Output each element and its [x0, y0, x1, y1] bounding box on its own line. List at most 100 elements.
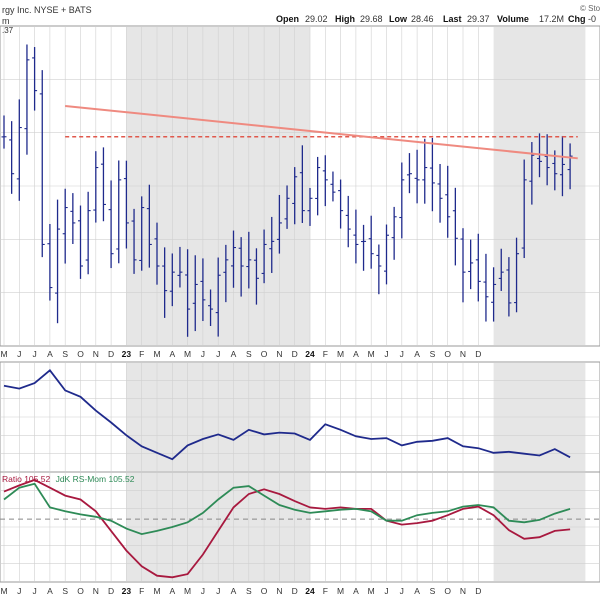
- price-bar: [85, 191, 91, 275]
- price-bar: [70, 193, 76, 245]
- price-bar: [139, 196, 145, 271]
- price-bar: [131, 208, 137, 274]
- price-bar: [123, 160, 129, 249]
- month-tick-label: F: [323, 349, 328, 359]
- price-bar: [223, 244, 229, 303]
- month-tick-label: J: [400, 586, 404, 596]
- price-bar: [445, 165, 451, 238]
- month-tick-label: N: [276, 349, 282, 359]
- month-tick-label: J: [201, 349, 205, 359]
- price-bar: [391, 206, 397, 260]
- month-tick-label: J: [384, 586, 388, 596]
- month-tick-label: A: [169, 349, 175, 359]
- price-bar: [154, 222, 160, 285]
- rs-ratio-line: [3, 478, 571, 579]
- rs-momentum-line: [3, 482, 571, 536]
- price-bar: [292, 167, 298, 225]
- month-tick-label: S: [246, 349, 252, 359]
- month-tick-label: D: [475, 349, 481, 359]
- month-tick-label: 24: [305, 586, 315, 596]
- ticker-title: rgy Inc. NYSE + BATS: [2, 5, 92, 15]
- price-bar: [322, 155, 328, 207]
- price-bar: [169, 253, 175, 307]
- month-tick-label: J: [400, 349, 404, 359]
- price-bar: [1, 115, 7, 149]
- month-tick-label: M: [368, 586, 375, 596]
- month-tick-label: A: [169, 586, 175, 596]
- month-tick-label: A: [353, 586, 359, 596]
- month-tick-label: M: [184, 349, 191, 359]
- price-bar: [483, 253, 489, 322]
- price-bar: [93, 151, 99, 223]
- price-bar: [177, 246, 183, 288]
- price-bar: [185, 249, 191, 337]
- month-tick-label: J: [32, 349, 36, 359]
- month-tick-label: A: [231, 349, 237, 359]
- month-tick-label: J: [384, 349, 388, 359]
- rrg-legend: Ratio 105.52 JdK RS-Mom 105.52: [2, 474, 135, 484]
- month-tick-label: S: [246, 586, 252, 596]
- price-bar: [361, 224, 367, 271]
- price-bar: [192, 255, 198, 332]
- month-tick-label: J: [32, 586, 36, 596]
- relative-strength-panel: [0, 361, 600, 473]
- price-bar: [422, 138, 428, 204]
- legend-momentum: JdK RS-Mom 105.52: [56, 474, 135, 484]
- price-bar: [376, 244, 382, 295]
- price-bar: [460, 228, 466, 303]
- month-tick-label: 23: [122, 586, 132, 596]
- price-bar: [9, 121, 15, 194]
- price-bar: [498, 248, 504, 291]
- price-bar: [78, 205, 83, 279]
- month-tick-label: O: [77, 349, 84, 359]
- month-tick-label: J: [17, 586, 21, 596]
- month-tick-label: D: [108, 586, 114, 596]
- price-bar: [353, 209, 359, 264]
- month-tick-label: A: [414, 349, 420, 359]
- chg-label: Chg: [568, 14, 586, 24]
- price-bar: [429, 137, 435, 212]
- price-bar: [491, 267, 497, 322]
- month-tick-label: 23: [122, 349, 132, 359]
- price-bar: [330, 171, 336, 202]
- price-bar: [231, 230, 236, 288]
- frequency-label: m: [2, 16, 10, 26]
- price-bar: [208, 289, 214, 327]
- price-bar: [399, 162, 405, 239]
- month-tick-label: J: [201, 586, 205, 596]
- month-tick-label: O: [261, 349, 268, 359]
- month-tick-label: M: [184, 586, 191, 596]
- price-bar: [475, 233, 481, 302]
- month-tick-label: S: [62, 586, 68, 596]
- high-label: High: [335, 14, 355, 24]
- price-bar: [552, 150, 558, 191]
- month-tick-label: O: [444, 349, 451, 359]
- price-panel: .37: [0, 25, 600, 347]
- month-tick-label: N: [93, 586, 99, 596]
- price-bar: [39, 70, 45, 258]
- month-tick-label: M: [337, 586, 344, 596]
- price-bar: [452, 187, 458, 266]
- month-tick-label: D: [475, 586, 481, 596]
- month-tick-label: S: [62, 349, 68, 359]
- high-value: 29.68: [360, 14, 383, 24]
- month-tick-label: F: [323, 586, 328, 596]
- price-bar: [559, 135, 565, 197]
- price-bar: [62, 188, 68, 264]
- month-tick-label: A: [47, 586, 53, 596]
- month-tick-label: A: [353, 349, 359, 359]
- month-tick-label: M: [153, 586, 160, 596]
- price-bar: [307, 187, 313, 226]
- month-tick-label: D: [292, 349, 298, 359]
- month-axis-top: M J J A S O N D 23 F M A M J J A S O N D 24 F M A M J J A S O N D: [0, 349, 481, 359]
- price-bar: [55, 199, 61, 324]
- month-tick-label: M: [0, 349, 7, 359]
- price-bar: [24, 44, 30, 155]
- low-label: Low: [389, 14, 408, 24]
- chart-header: rgy Inc. NYSE + BATS m Open 29.02 High 2…: [2, 4, 600, 26]
- legend-ratio: Ratio 105.52: [2, 474, 50, 484]
- last-value: 29.37: [467, 14, 490, 24]
- price-bar: [514, 237, 520, 313]
- month-tick-label: O: [444, 586, 451, 596]
